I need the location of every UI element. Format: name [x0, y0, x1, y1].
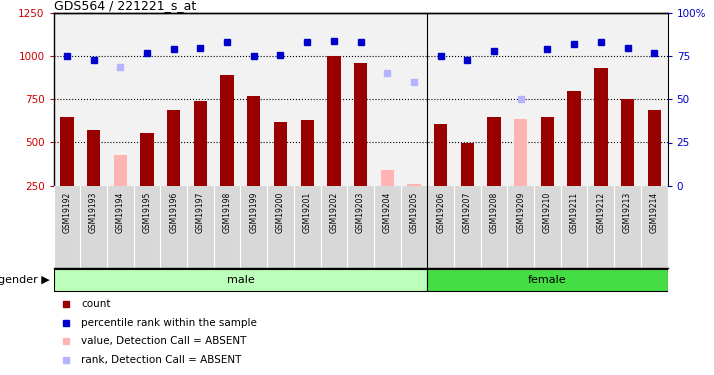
Text: female: female	[528, 275, 567, 285]
Text: GSM19205: GSM19205	[409, 191, 418, 233]
Text: GSM19209: GSM19209	[516, 191, 526, 233]
Bar	[514, 119, 528, 186]
Bar	[247, 96, 261, 186]
Text: count: count	[81, 299, 111, 309]
Text: male: male	[226, 275, 254, 285]
Text: value, Detection Call = ABSENT: value, Detection Call = ABSENT	[81, 336, 246, 346]
Bar	[301, 120, 314, 186]
Bar	[87, 130, 100, 186]
Text: GDS564 / 221221_s_at: GDS564 / 221221_s_at	[54, 0, 196, 12]
Bar	[427, 269, 668, 291]
Bar	[273, 122, 287, 186]
Bar	[568, 91, 580, 186]
Text: GSM19204: GSM19204	[383, 191, 392, 233]
Bar	[60, 117, 74, 186]
Text: percentile rank within the sample: percentile rank within the sample	[81, 318, 257, 327]
Bar	[381, 170, 394, 186]
Text: GSM19213: GSM19213	[623, 191, 632, 232]
Bar	[193, 101, 207, 186]
Bar	[488, 117, 501, 186]
Bar	[327, 56, 341, 186]
Text: GSM19201: GSM19201	[303, 191, 312, 232]
Text: GSM19197: GSM19197	[196, 191, 205, 233]
Bar	[648, 110, 661, 186]
Text: GSM19199: GSM19199	[249, 191, 258, 233]
Text: GSM19206: GSM19206	[436, 191, 445, 233]
Bar	[461, 142, 474, 186]
Bar	[621, 99, 634, 186]
Bar	[167, 110, 181, 186]
Text: GSM19194: GSM19194	[116, 191, 125, 233]
Text: gender ▶: gender ▶	[0, 275, 50, 285]
Text: GSM19203: GSM19203	[356, 191, 365, 233]
Text: GSM19202: GSM19202	[329, 191, 338, 232]
Text: GSM19211: GSM19211	[570, 191, 578, 232]
Bar	[141, 133, 154, 186]
Text: rank, Detection Call = ABSENT: rank, Detection Call = ABSENT	[81, 355, 241, 365]
Bar	[114, 154, 127, 186]
Text: GSM19192: GSM19192	[62, 191, 71, 232]
Text: GSM19193: GSM19193	[89, 191, 98, 233]
Bar	[221, 75, 233, 186]
Text: GSM19195: GSM19195	[143, 191, 151, 233]
Bar	[54, 269, 427, 291]
Text: GSM19208: GSM19208	[490, 191, 498, 232]
Text: GSM19210: GSM19210	[543, 191, 552, 232]
Text: GSM19214: GSM19214	[650, 191, 659, 232]
Text: GSM19212: GSM19212	[596, 191, 605, 232]
Bar	[540, 117, 554, 186]
Text: GSM19200: GSM19200	[276, 191, 285, 233]
Text: GSM19207: GSM19207	[463, 191, 472, 233]
Text: GSM19196: GSM19196	[169, 191, 178, 233]
Text: GSM19198: GSM19198	[223, 191, 231, 232]
Bar	[354, 63, 367, 186]
Bar	[434, 123, 448, 186]
Bar	[407, 184, 421, 186]
Bar	[594, 68, 608, 186]
